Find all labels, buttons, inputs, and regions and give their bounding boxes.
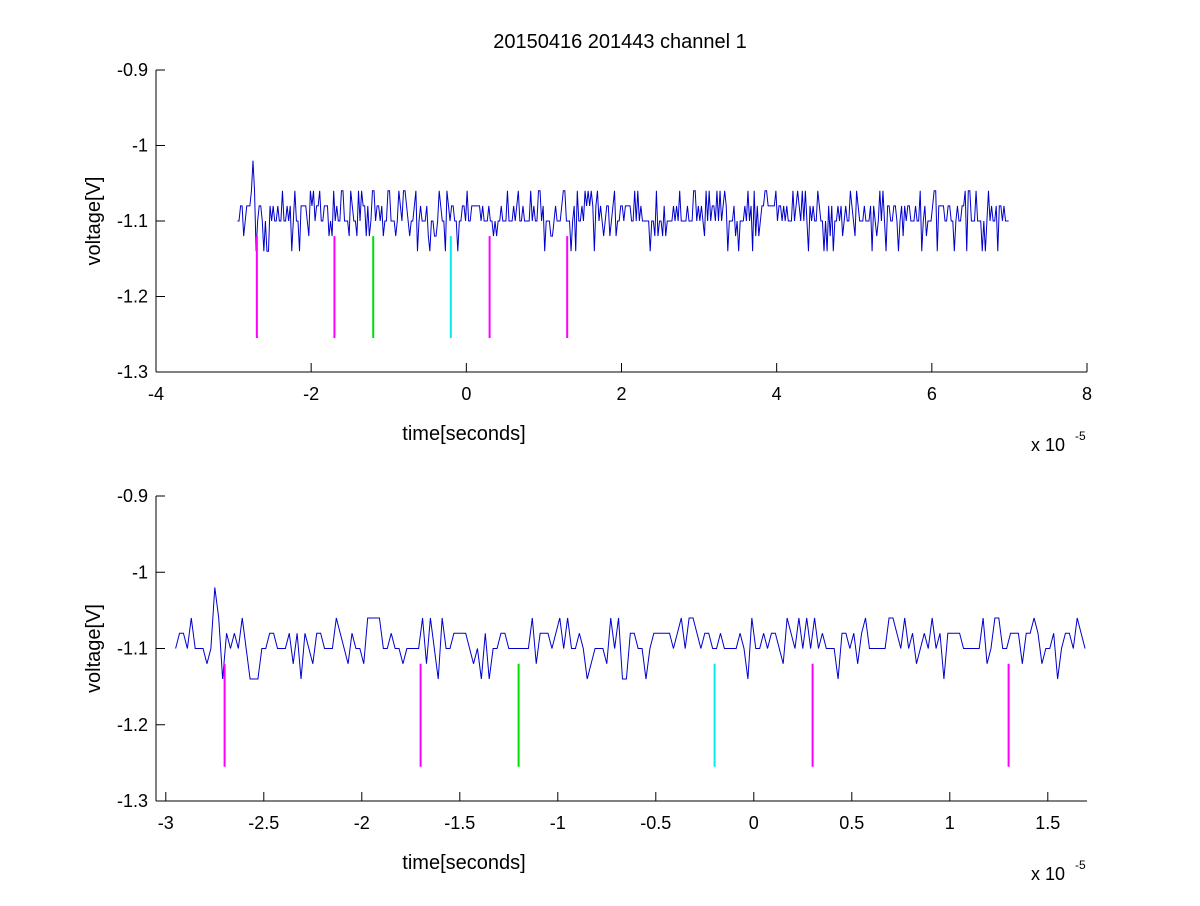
y-tick-label-top-3: -1 xyxy=(132,136,148,156)
x-tick-label-top-0: -4 xyxy=(148,384,164,404)
x-axis-label-top: time[seconds] xyxy=(402,423,525,445)
x-tick-label-top-6: 8 xyxy=(1082,384,1092,404)
x-tick-label-top-5: 6 xyxy=(927,384,937,404)
y-tick-label-bottom-1: -1.2 xyxy=(117,715,148,735)
y-tick-label-bottom-3: -1 xyxy=(132,562,148,582)
x-tick-label-top-1: -2 xyxy=(303,384,319,404)
x-tick-label-bottom-0: -3 xyxy=(158,813,174,833)
y-tick-label-bottom-0: -1.3 xyxy=(117,791,148,811)
x-tick-label-bottom-9: 1.5 xyxy=(1035,813,1060,833)
y-tick-label-top-4: -0.9 xyxy=(117,60,148,80)
y-axis-label-top: voltage[V] xyxy=(83,177,105,266)
x-tick-label-bottom-7: 0.5 xyxy=(839,813,864,833)
x-multiplier-exponent-top: -5 xyxy=(1075,429,1086,443)
x-multiplier-exponent-bottom: -5 xyxy=(1075,858,1086,872)
x-tick-label-bottom-8: 1 xyxy=(945,813,955,833)
y-tick-label-top-1: -1.2 xyxy=(117,287,148,307)
x-multiplier-top: x 10 xyxy=(1031,435,1065,455)
subplot-bottom: -3 -2.5 -2 -1.5 -1 -0.5 0 0.5 1 1.5 -1.3 -1.2 -1.1 -1… xyxy=(83,486,1087,884)
y-tick-label-bottom-4: -0.9 xyxy=(117,486,148,506)
y-tick-label-bottom-2: -1.1 xyxy=(117,639,148,659)
x-tick-label-top-3: 2 xyxy=(616,384,626,404)
y-axis-label-bottom: voltage[V] xyxy=(83,604,105,693)
x-tick-label-top-2: 0 xyxy=(461,384,471,404)
x-tick-label-bottom-3: -1.5 xyxy=(444,813,475,833)
x-tick-label-bottom-4: -1 xyxy=(550,813,566,833)
y-tick-label-top-0: -1.3 xyxy=(117,362,148,382)
x-tick-label-bottom-6: 0 xyxy=(749,813,759,833)
y-tick-label-top-2: -1.1 xyxy=(117,211,148,231)
figure-title: 20150416 201443 channel 1 xyxy=(493,31,747,53)
subplot-top: -4 -2 0 2 4 6 8 -1.3 -1.2 -1.1 -1 -0.9 time[seconds]… xyxy=(83,60,1092,455)
voltage-trace-bottom-0 xyxy=(175,587,1086,680)
x-tick-label-bottom-5: -0.5 xyxy=(640,813,671,833)
x-tick-label-bottom-1: -2.5 xyxy=(248,813,279,833)
voltage-trace-top-0 xyxy=(237,160,1009,252)
x-tick-label-bottom-2: -2 xyxy=(354,813,370,833)
x-tick-label-top-4: 4 xyxy=(772,384,782,404)
x-multiplier-bottom: x 10 xyxy=(1031,864,1065,884)
x-axis-label-bottom: time[seconds] xyxy=(402,852,525,874)
